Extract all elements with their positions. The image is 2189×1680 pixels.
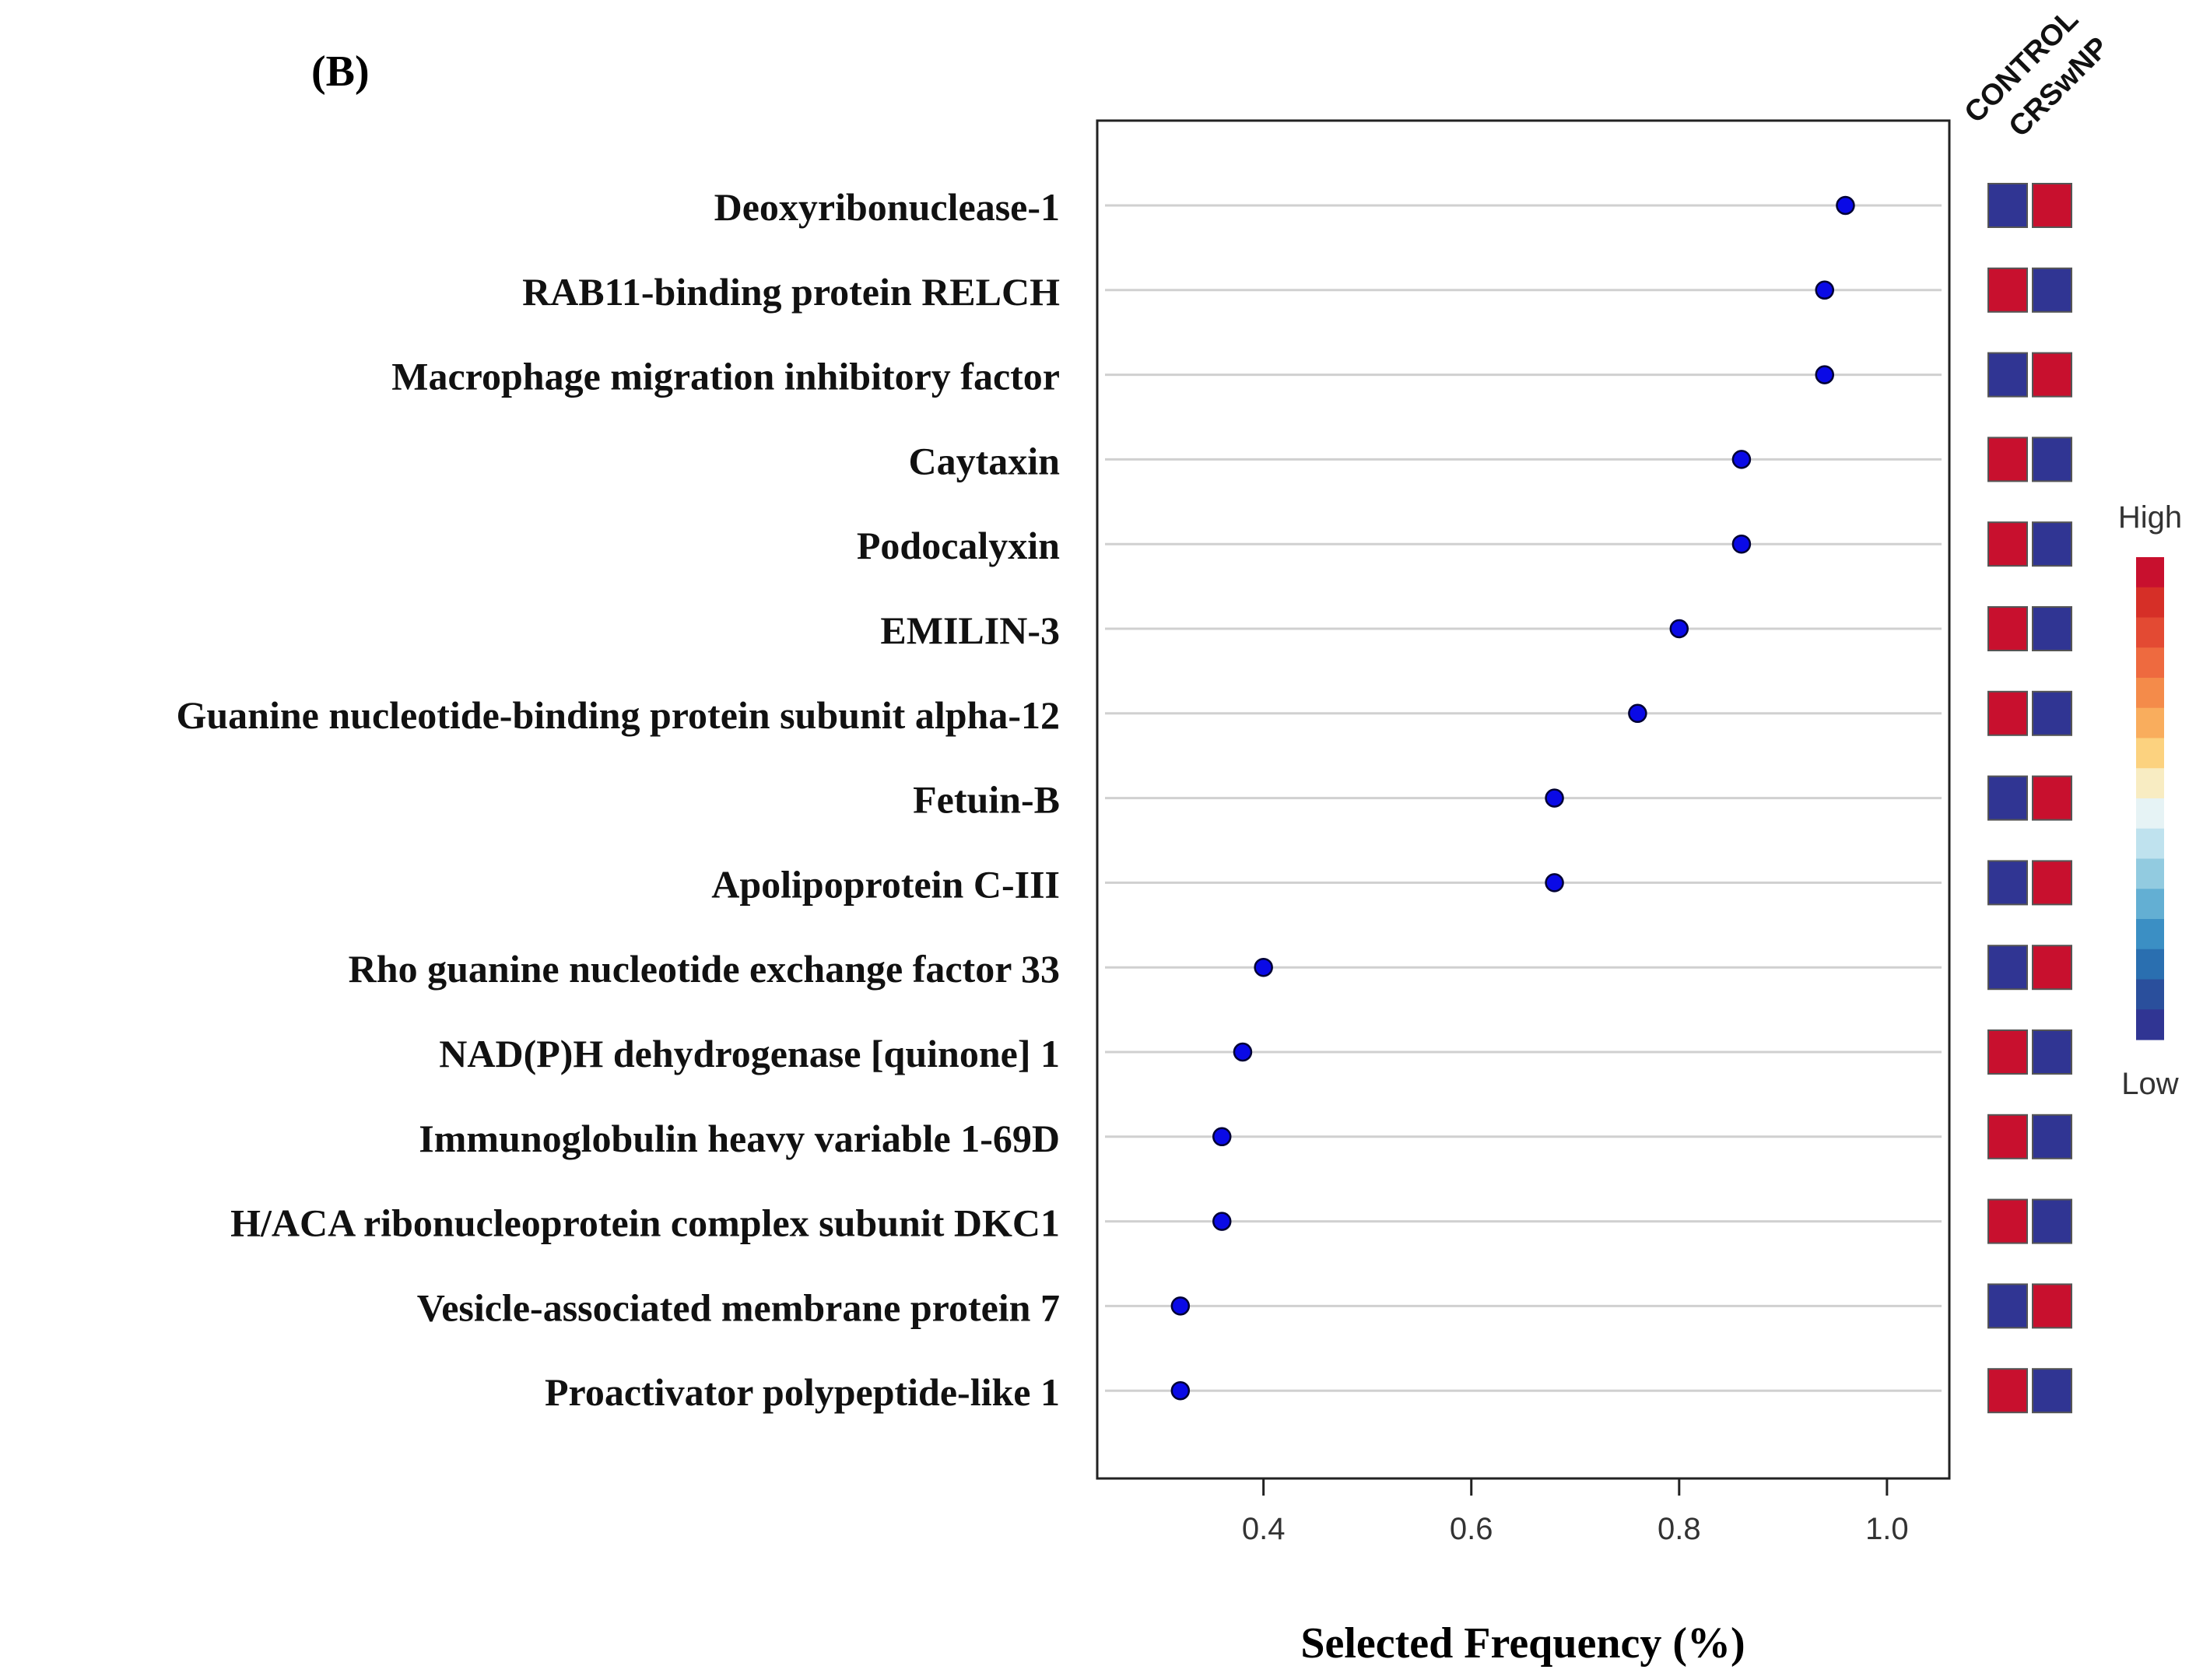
category-label: Macrophage migration inhibitory factor [391,355,1060,398]
legend-color-step [2136,647,2164,679]
heatmap-cell [2032,860,2072,906]
legend-color-step [2136,1009,2164,1040]
category-label: Deoxyribonuclease-1 [714,185,1060,229]
x-axis: 0.4 0.6 0.8 1.0 [1242,1477,1909,1546]
data-point [1669,619,1689,639]
data-point [1731,450,1752,469]
category-label: Proactivator polypeptide-like 1 [545,1370,1060,1414]
legend-color-step [2136,858,2164,889]
heatmap-cell [1987,775,2028,821]
heatmap-cell [2032,437,2072,482]
heatmap-cell [1987,521,2028,567]
data-point [1254,957,1273,977]
data-points [1170,195,1855,1401]
data-point [1815,365,1835,384]
heatmap-cell [2032,690,2072,736]
heatmap-cell [1987,1198,2028,1244]
category-label: Rho guanine nucleotide exchange factor 3… [349,947,1060,991]
data-point [1212,1127,1232,1147]
heatmap-cell [1987,437,2028,482]
legend-color-step [2136,557,2164,588]
legend-color-step [2136,949,2164,980]
category-labels: Deoxyribonuclease-1 RAB11-binding protein… [176,185,1060,1414]
category-label: Apolipoprotein C-III [711,862,1060,906]
category-label: Immunoglobulin heavy variable 1-69D [419,1117,1060,1160]
heatmap-cell [1987,267,2028,313]
category-label: Caytaxin [909,439,1061,482]
x-tick-label: 0.8 [1658,1512,1701,1546]
x-tick-label: 0.6 [1450,1512,1493,1546]
panel-label: (B) [311,47,370,96]
legend-color-step [2136,678,2164,709]
plot-frame [1096,119,1951,1480]
heatmap-cell [1987,352,2028,398]
legend-color-step [2136,828,2164,860]
legend-color-step [2136,617,2164,648]
heatmap-cell [2032,1114,2072,1159]
heatmap-cell [2032,1198,2072,1244]
data-point [1170,1380,1191,1401]
legend-color-step [2136,738,2164,769]
x-tick-label: 0.4 [1242,1512,1286,1546]
legend-color-step [2136,707,2164,739]
category-label: Podocalyxin [857,524,1060,567]
legend-color-step [2136,919,2164,950]
legend-color-step [2136,798,2164,829]
data-point [1836,195,1855,216]
heatmap-cell [2032,945,2072,991]
data-point [1815,280,1835,300]
legend-color-step [2136,587,2164,619]
heatmap-cell [1987,1114,2028,1159]
legend-color-step [2136,889,2164,920]
heatmap-cell [2032,775,2072,821]
category-label: Guanine nucleotide-binding protein subun… [176,693,1060,737]
heatmap-cell [1987,1029,2028,1075]
heatmap-cell [1987,606,2028,651]
data-point [1545,788,1564,808]
legend-low-label: Low [2121,1067,2178,1101]
heatmap-cell [2032,1283,2072,1329]
x-tick-label: 1.0 [1865,1512,1909,1546]
grid-layer [1105,204,1942,1392]
category-label: RAB11-binding protein RELCH [522,270,1060,314]
data-point [1545,873,1564,893]
data-point [1170,1296,1191,1316]
legend-high-label: High [2118,500,2182,535]
heatmap-cell [2032,1029,2072,1075]
heatmap-cell [2032,352,2072,398]
legend-color-step [2136,768,2164,799]
heatmap-cell [2032,521,2072,567]
category-label: EMILIN-3 [880,609,1060,652]
heatmap-cell [1987,690,2028,736]
heatmap-cell [2032,606,2072,651]
heatmap-cell [2032,183,2072,228]
category-label: Vesicle-associated membrane protein 7 [417,1285,1060,1329]
heatmap-cell [1987,945,2028,991]
data-point [1233,1042,1253,1062]
data-point [1628,703,1647,724]
category-label: NAD(P)H dehydrogenase [quinone] 1 [439,1032,1060,1075]
category-label: H/ACA ribonucleoprotein complex subunit … [230,1201,1060,1245]
category-label: Fetuin-B [913,778,1060,822]
legend-color-step [2136,979,2164,1010]
heatmap-cell [2032,267,2072,313]
heatmap-cell [1987,1368,2028,1414]
data-point [1212,1212,1232,1231]
x-axis-title: Selected Frequency (%) [1300,1619,1745,1668]
heatmap-cell [1987,860,2028,906]
heatmap-cell [2032,1368,2072,1414]
heatmap-cell [1987,1283,2028,1329]
heatmap-cell [1987,183,2028,228]
color-legend: High Low [2118,500,2182,1101]
data-point [1731,534,1752,554]
